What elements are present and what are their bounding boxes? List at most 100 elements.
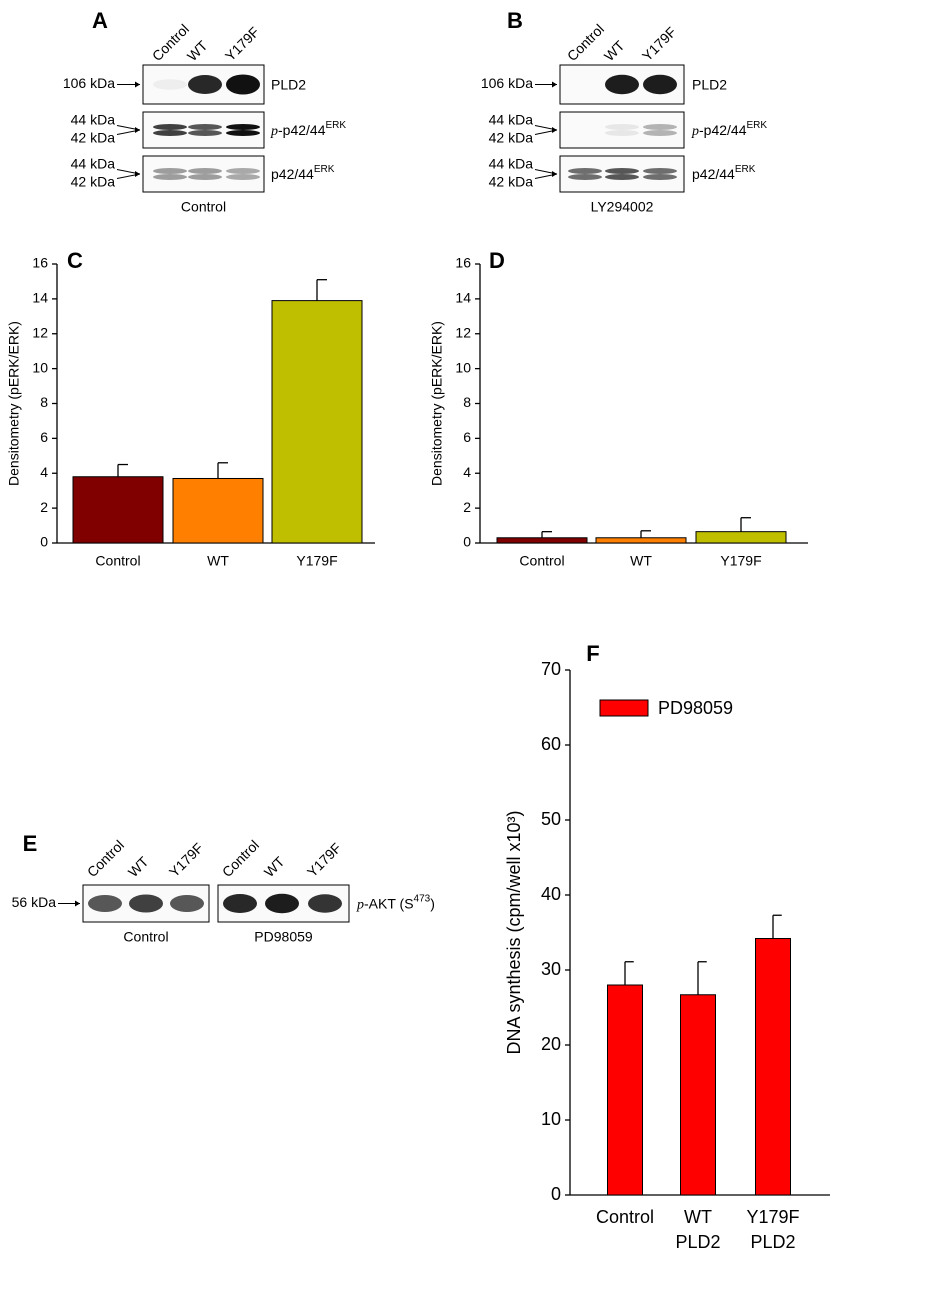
protein-name-part: 473 xyxy=(414,894,431,905)
panel-label: C xyxy=(67,248,83,273)
y-tick-label: 10 xyxy=(32,359,48,375)
y-tick-label: 0 xyxy=(463,534,471,550)
protein-name-part: p42/44 xyxy=(271,166,314,182)
x-tick-label: Y179F PLD2 xyxy=(746,1207,799,1252)
protein-name-part: p xyxy=(356,898,364,913)
y-tick-label: 12 xyxy=(455,324,471,340)
lane-label: Y179F xyxy=(304,840,344,880)
band xyxy=(568,168,602,174)
size-marker: 56 kDa xyxy=(12,894,57,910)
marker-arrowhead xyxy=(135,171,140,177)
band xyxy=(153,79,187,90)
size-marker: 42 kDa xyxy=(489,130,534,146)
band xyxy=(643,74,677,95)
marker-arrowhead xyxy=(552,171,557,177)
lane-label: Y179F xyxy=(222,24,262,64)
legend-label: PD98059 xyxy=(658,698,733,718)
band xyxy=(265,893,299,914)
lane-label: Y179F xyxy=(639,24,679,64)
marker-arrowhead xyxy=(552,127,557,133)
lane-label: Control xyxy=(84,837,127,880)
lane-label: WT xyxy=(184,37,211,64)
panel-label: A xyxy=(92,8,108,33)
bar xyxy=(755,938,791,1196)
y-tick-label: 0 xyxy=(40,534,48,550)
protein-name: PLD2 xyxy=(271,77,306,93)
y-tick-label: 30 xyxy=(541,959,561,979)
y-tick-label: 4 xyxy=(463,464,471,480)
band xyxy=(188,168,222,174)
protein-name-part: -p42/44 xyxy=(699,122,747,138)
y-tick-label: 0 xyxy=(551,1184,561,1204)
protein-name: p42/44ERK xyxy=(271,164,335,182)
bar xyxy=(496,537,588,544)
bar xyxy=(607,984,643,1196)
protein-name-part: ERK xyxy=(746,120,767,131)
lane-label: WT xyxy=(601,37,628,64)
band xyxy=(643,168,677,174)
band xyxy=(643,130,677,136)
band xyxy=(153,124,187,130)
protein-name-part: ) xyxy=(430,896,435,912)
protein-name-part: p xyxy=(691,124,699,139)
marker-arrowhead xyxy=(75,900,80,907)
bar xyxy=(72,476,164,544)
protein-name: PLD2 xyxy=(692,77,727,93)
x-tick-label: WT xyxy=(630,553,652,569)
protein-name: p42/44ERK xyxy=(692,164,756,182)
protein-name-part: ERK xyxy=(735,164,756,175)
band xyxy=(226,74,260,95)
band xyxy=(223,894,257,913)
x-tick-label: Control xyxy=(596,1207,654,1227)
blot-box xyxy=(559,111,685,149)
size-marker: 44 kDa xyxy=(71,156,116,172)
band xyxy=(188,75,222,94)
y-tick-label: 10 xyxy=(541,1109,561,1129)
panel-label: E xyxy=(23,831,38,856)
size-marker: 44 kDa xyxy=(71,112,116,128)
size-marker: 106 kDa xyxy=(63,75,115,91)
y-tick-label: 4 xyxy=(40,464,48,480)
y-tick-label: 12 xyxy=(32,324,48,340)
bar xyxy=(271,300,363,544)
y-tick-label: 6 xyxy=(463,429,471,445)
y-tick-label: 16 xyxy=(32,255,48,271)
y-tick-label: 14 xyxy=(32,290,48,306)
band xyxy=(188,130,222,136)
size-marker: 44 kDa xyxy=(489,112,534,128)
protein-name: p-p42/44ERK xyxy=(270,120,346,139)
band xyxy=(188,124,222,130)
band xyxy=(226,168,260,174)
y-tick-label: 2 xyxy=(40,499,48,515)
band xyxy=(643,174,677,180)
x-tick-label-line: Control xyxy=(596,1207,654,1227)
band xyxy=(605,124,639,130)
band xyxy=(153,168,187,174)
x-tick-label-line: Y179F xyxy=(746,1207,799,1227)
band xyxy=(568,174,602,180)
protein-name: p-AKT (S473) xyxy=(356,894,435,913)
size-marker: 42 kDa xyxy=(71,130,116,146)
band xyxy=(188,174,222,180)
lane-label: WT xyxy=(261,853,288,880)
y-axis-label: Densitometry (pERK/ERK) xyxy=(429,321,445,486)
y-tick-label: 70 xyxy=(541,659,561,679)
band xyxy=(88,895,122,912)
y-tick-label: 8 xyxy=(463,394,471,410)
x-tick-label: Control xyxy=(95,553,140,569)
y-tick-label: 16 xyxy=(455,255,471,271)
lane-label: Control xyxy=(564,21,607,64)
protein-name-part: ERK xyxy=(325,120,346,131)
panel-label: F xyxy=(586,641,599,666)
y-tick-label: 60 xyxy=(541,734,561,754)
band xyxy=(605,168,639,174)
bar xyxy=(172,477,264,544)
panel-label: D xyxy=(489,248,505,273)
x-tick-label: Y179F xyxy=(720,553,761,569)
size-marker: 42 kDa xyxy=(489,174,534,190)
size-marker: 106 kDa xyxy=(481,75,533,91)
x-tick-label: Y179F xyxy=(296,553,337,569)
band xyxy=(153,130,187,136)
y-axis-label: Densitometry (pERK/ERK) xyxy=(6,321,22,486)
